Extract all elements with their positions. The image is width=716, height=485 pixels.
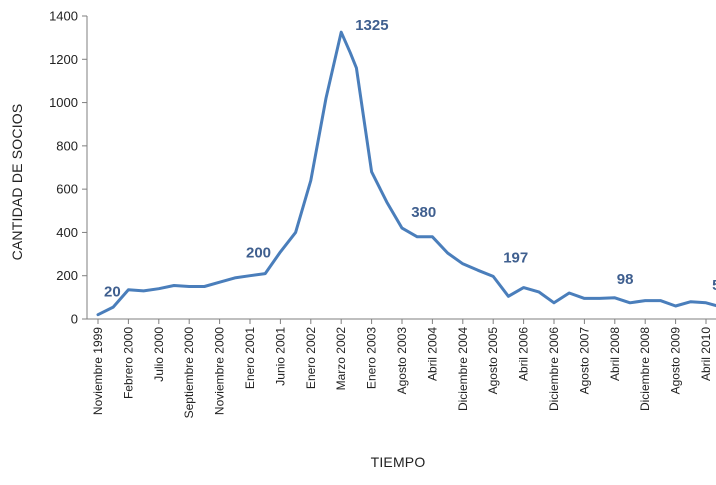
x-tick-label: Agosto 2003	[395, 327, 409, 395]
x-tick-label: Enero 2001	[243, 327, 257, 389]
x-tick-label: Septiembre 2000	[182, 327, 196, 419]
y-tick-label: 400	[56, 225, 78, 240]
y-tick-label: 600	[56, 182, 78, 197]
y-tick-label: 1200	[49, 52, 78, 67]
x-tick-label: Diciembre 2004	[456, 327, 470, 411]
x-tick-label: Agosto 2007	[577, 327, 591, 395]
data-label: 380	[411, 204, 436, 221]
y-tick-label: 800	[56, 138, 78, 153]
y-tick-label: 0	[71, 312, 78, 327]
data-label: 200	[246, 245, 271, 262]
x-tick-label: Agosto 2005	[486, 327, 500, 395]
x-tick-label: Diciembre 2006	[547, 327, 561, 411]
x-axis-title: TIEMPO	[371, 454, 426, 470]
x-tick-label: Diciembre 2008	[638, 327, 652, 411]
x-tick-label: Julio 2000	[152, 327, 166, 382]
y-tick-label: 200	[56, 268, 78, 283]
x-tick-labels: Noviembre 1999 Febrero 2000 Julio 2000 Sept…	[91, 319, 713, 418]
y-tick-labels: 0 200 400 600 800 1000 1200 1400	[49, 9, 87, 327]
x-tick-label: Junio 2001	[273, 327, 287, 386]
y-tick-label: 1400	[49, 9, 78, 24]
x-tick-label: Abril 2004	[425, 327, 439, 381]
x-tick-label: Enero 2002	[304, 327, 318, 389]
x-tick-label: Febrero 2000	[121, 327, 135, 399]
x-tick-label: Marzo 2002	[334, 327, 348, 391]
x-tick-label: Enero 2003	[365, 327, 379, 389]
y-tick-label: 1000	[49, 95, 78, 110]
data-label: 1325	[355, 17, 388, 34]
data-label: 59	[712, 277, 716, 294]
x-tick-label: Agosto 2009	[669, 327, 683, 395]
x-tick-label: Abril 2008	[608, 327, 622, 381]
y-axis-title: CANTIDAD DE SOCIOS	[9, 104, 25, 261]
x-tick-label: Abril 2006	[517, 327, 531, 381]
data-label: 197	[503, 249, 528, 266]
series-line	[96, 30, 716, 317]
data-label: 98	[617, 271, 634, 288]
x-tick-label: Noviembre 1999	[91, 327, 105, 415]
data-label: 20	[104, 284, 121, 301]
x-tick-label: Noviembre 2000	[213, 327, 227, 415]
data-labels: 20 200 1325 380 197 98 59	[104, 17, 716, 300]
x-tick-label: Abril 2010	[699, 327, 713, 381]
